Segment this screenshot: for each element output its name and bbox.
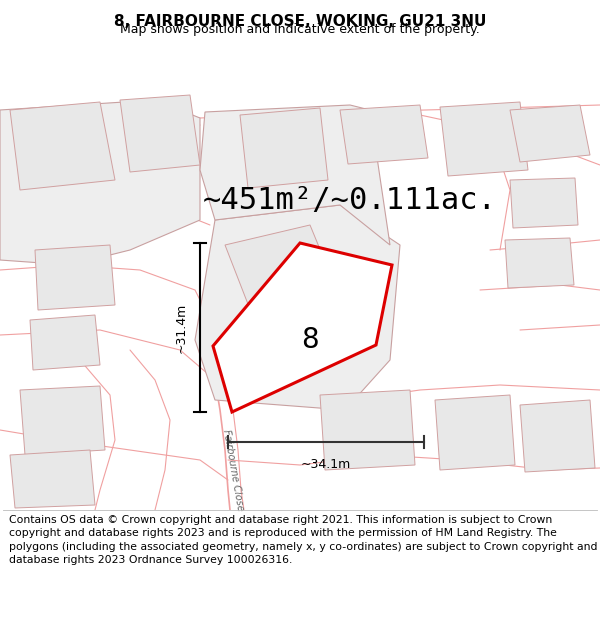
Polygon shape (505, 238, 574, 288)
Text: 8: 8 (301, 326, 319, 354)
Polygon shape (195, 205, 400, 410)
Polygon shape (200, 105, 390, 245)
Polygon shape (10, 450, 95, 508)
Polygon shape (340, 105, 428, 164)
Polygon shape (10, 102, 115, 190)
Text: Fairbourne Close: Fairbourne Close (221, 429, 245, 511)
Polygon shape (510, 105, 590, 162)
Polygon shape (435, 395, 515, 470)
Polygon shape (120, 95, 200, 172)
Polygon shape (320, 390, 415, 470)
Polygon shape (20, 386, 105, 455)
Text: ~451m²/~0.111ac.: ~451m²/~0.111ac. (203, 186, 497, 214)
Polygon shape (520, 400, 595, 472)
Polygon shape (213, 243, 392, 412)
Polygon shape (30, 315, 100, 370)
Polygon shape (240, 108, 328, 188)
Polygon shape (35, 245, 115, 310)
Text: Contains OS data © Crown copyright and database right 2021. This information is : Contains OS data © Crown copyright and d… (9, 515, 598, 565)
Text: ~34.1m: ~34.1m (301, 458, 351, 471)
Polygon shape (510, 178, 578, 228)
Polygon shape (0, 100, 200, 265)
Polygon shape (440, 102, 528, 176)
Text: ~31.4m: ~31.4m (175, 302, 188, 352)
Text: 8, FAIRBOURNE CLOSE, WOKING, GU21 3NU: 8, FAIRBOURNE CLOSE, WOKING, GU21 3NU (114, 14, 486, 29)
Text: Map shows position and indicative extent of the property.: Map shows position and indicative extent… (120, 23, 480, 36)
Polygon shape (225, 225, 345, 335)
